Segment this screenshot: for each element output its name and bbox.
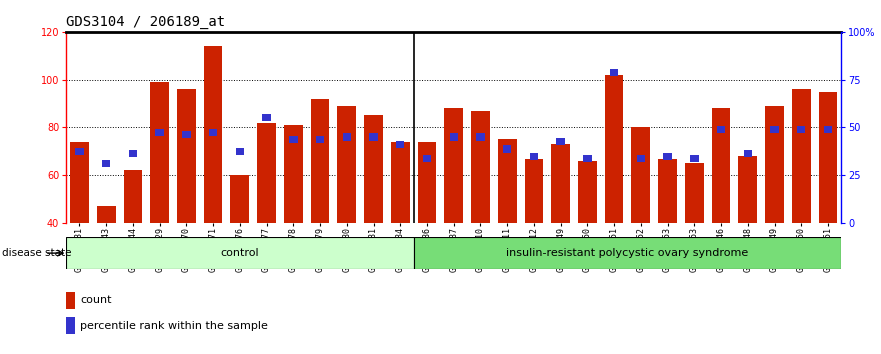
Bar [744,150,752,157]
Bar [204,46,223,223]
Bar [552,144,570,223]
Bar [263,114,270,121]
Bar [797,126,805,133]
Bar [257,123,276,223]
Bar [423,155,431,162]
Bar [658,159,677,223]
Bar [369,133,378,141]
Bar [610,69,618,76]
Bar [690,155,699,162]
Text: GDS3104 / 206189_at: GDS3104 / 206189_at [66,16,226,29]
Bar [102,160,110,167]
Bar [182,131,190,138]
Bar [477,133,485,141]
Bar [632,127,650,223]
Text: insulin-resistant polycystic ovary syndrome: insulin-resistant polycystic ovary syndr… [507,248,749,258]
Bar [70,142,89,223]
Bar [663,153,672,160]
Bar [738,156,757,223]
Bar [524,159,544,223]
Bar [471,111,490,223]
Bar [824,126,833,133]
Bar [792,89,811,223]
Bar [413,237,841,269]
Text: control: control [220,248,259,258]
Bar [289,136,298,143]
Bar [209,129,218,136]
Bar [557,138,565,145]
Bar [343,133,351,141]
Bar [770,126,779,133]
Bar [578,161,596,223]
Bar [503,145,511,153]
Bar [444,108,463,223]
Bar [129,150,137,157]
Bar [449,133,458,141]
Bar [66,237,413,269]
Bar [123,171,142,223]
Bar [66,317,75,334]
Bar [235,148,244,155]
Bar [529,153,538,160]
Bar [637,155,645,162]
Text: count: count [80,295,112,305]
Bar [75,148,84,155]
Bar [311,99,329,223]
Bar [364,115,383,223]
Bar [315,136,324,143]
Bar [717,126,725,133]
Bar [177,89,196,223]
Text: disease state: disease state [2,248,71,258]
Bar [396,141,404,148]
Bar [284,125,303,223]
Bar [155,129,164,136]
Bar [712,108,730,223]
Bar [766,106,784,223]
Bar [604,75,624,223]
Bar [231,175,249,223]
Text: percentile rank within the sample: percentile rank within the sample [80,321,268,331]
Bar [151,82,169,223]
Bar [66,292,75,309]
Bar [685,163,704,223]
Bar [498,139,516,223]
Bar [337,106,356,223]
Bar [418,142,436,223]
Bar [583,155,592,162]
Bar [391,142,410,223]
Bar [818,92,837,223]
Bar [97,206,115,223]
